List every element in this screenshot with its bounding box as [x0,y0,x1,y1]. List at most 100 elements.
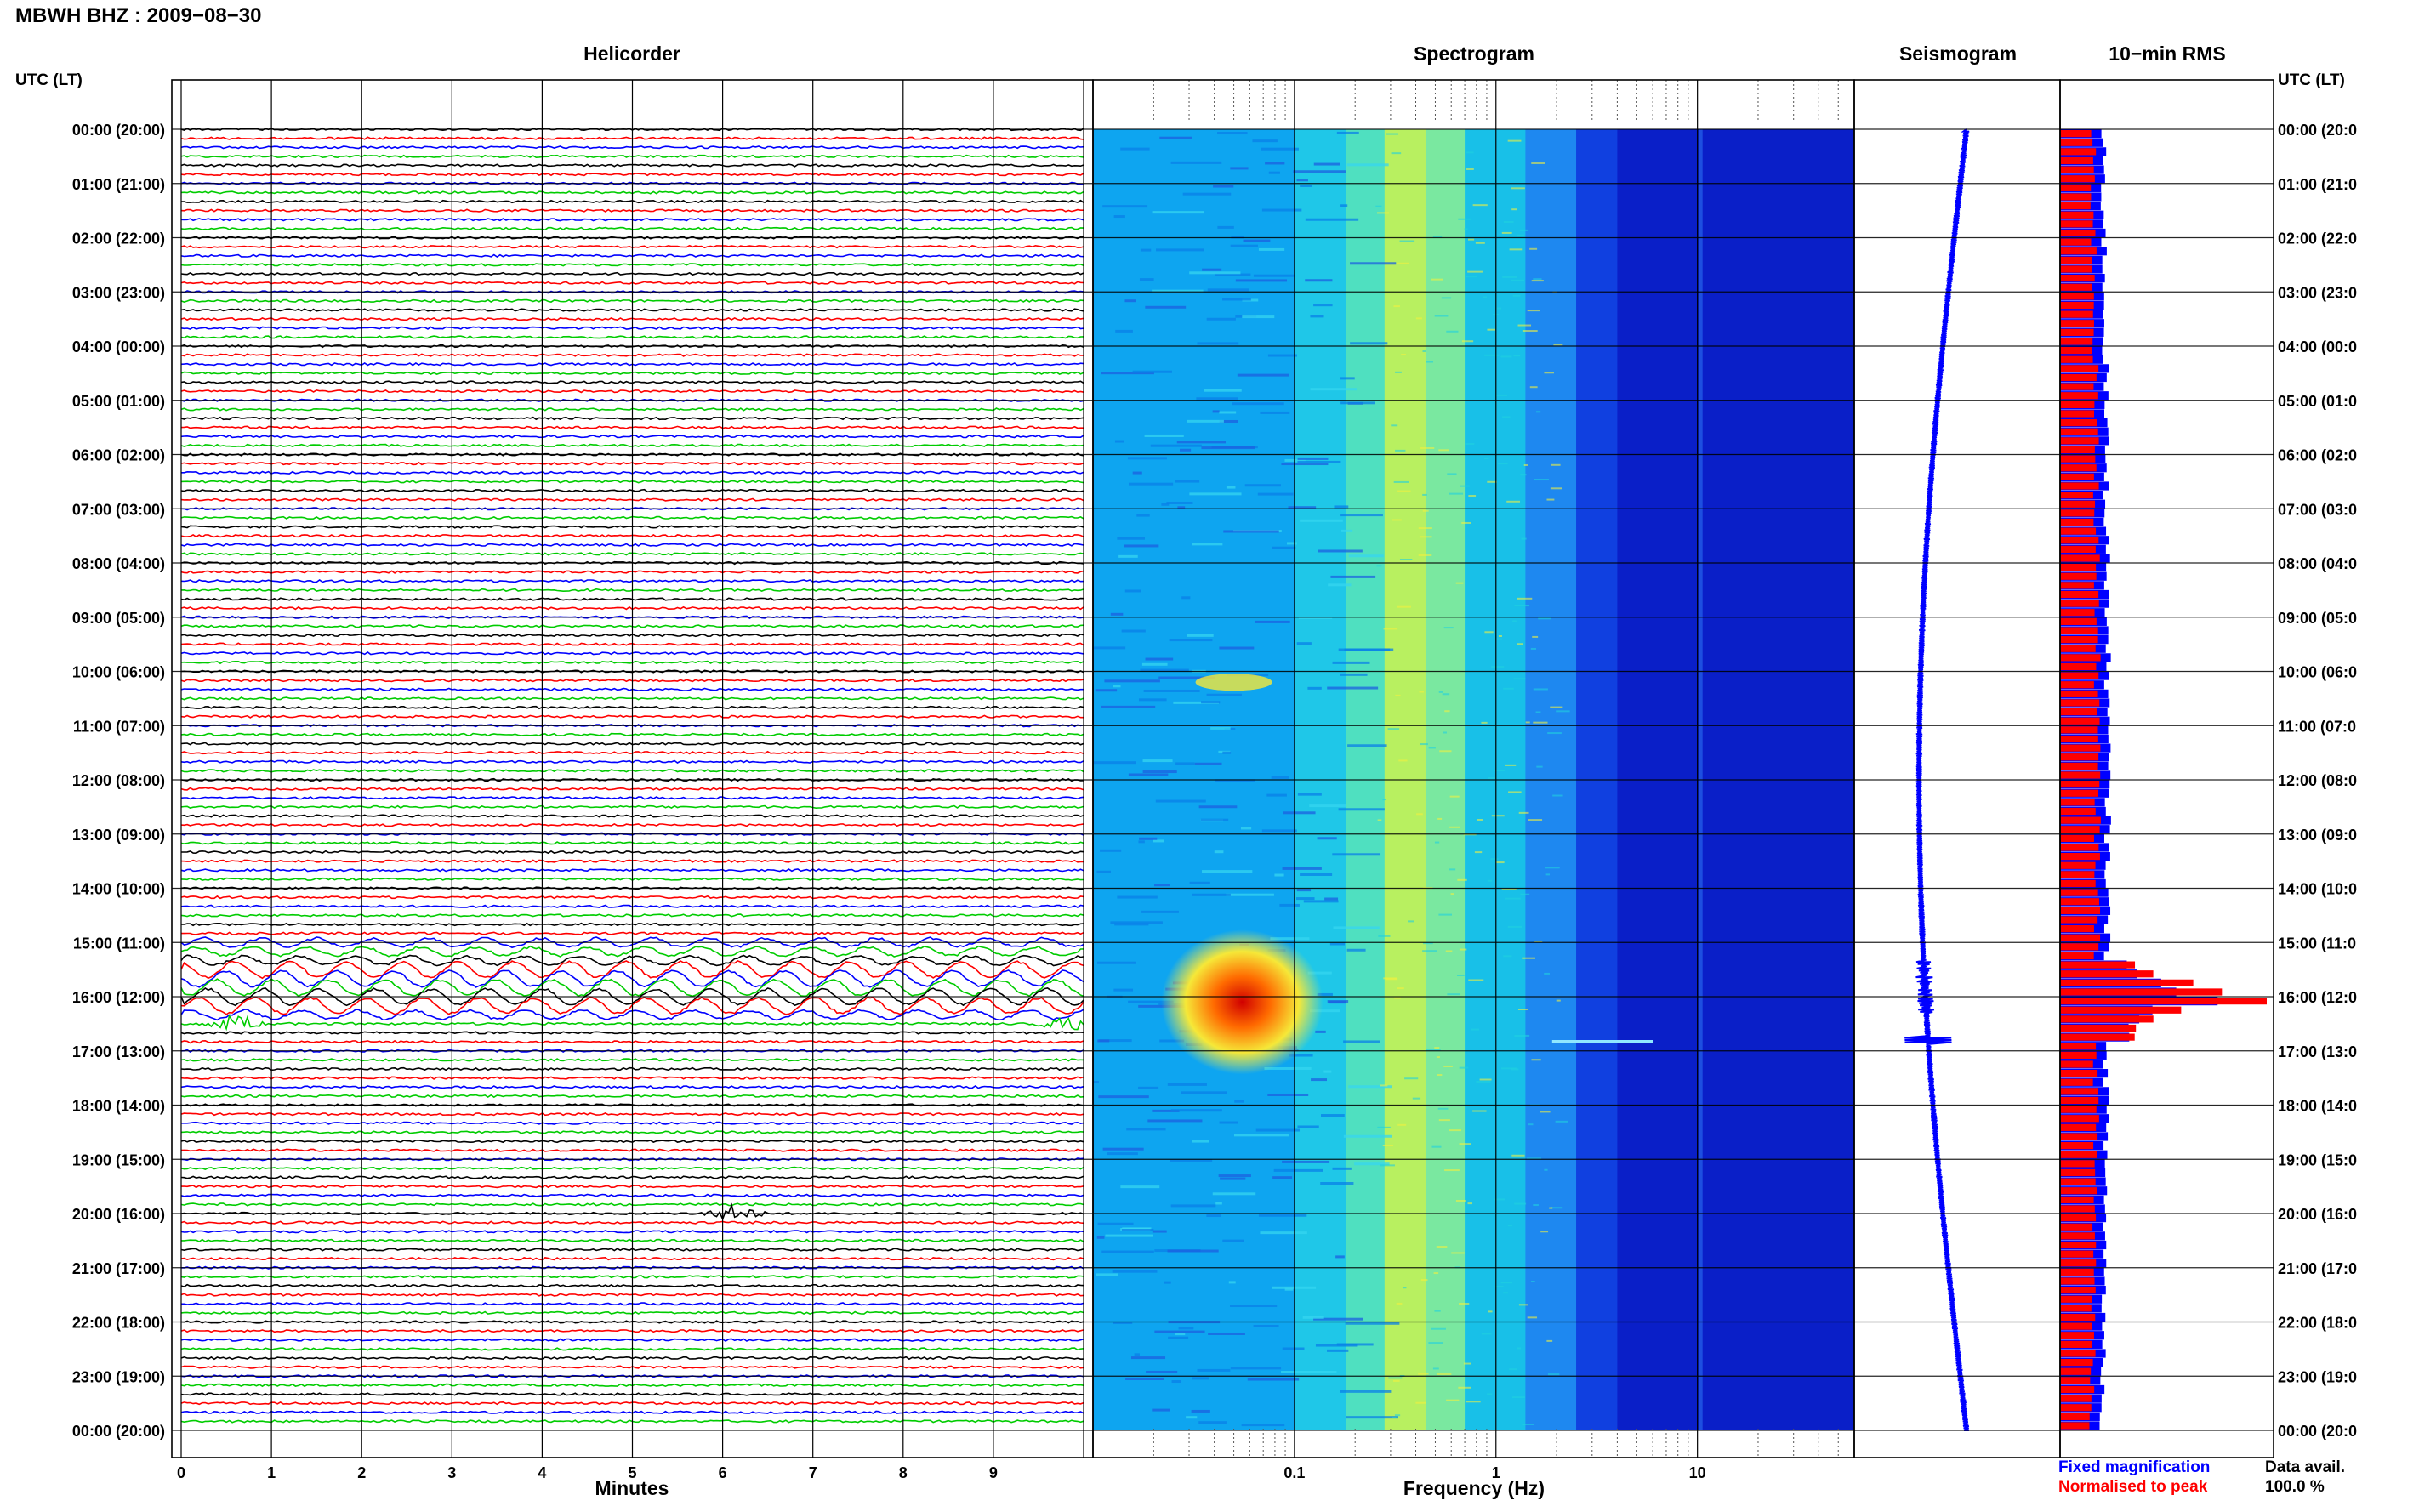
spectrogram-texture [1467,270,1483,273]
spectrogram-texture [1549,1207,1553,1209]
spectrogram-texture [1377,212,1389,214]
spectrogram-texture [1096,1273,1118,1276]
spectrogram-texture [1344,648,1391,651]
row-label-left: 17:00 (13:00) [72,1043,165,1060]
spectrogram-texture [1196,397,1238,401]
spectrogram-texture [1392,1417,1397,1419]
spectrogram-texture [1533,721,1548,724]
spectrogram-texture [1194,762,1222,765]
row-label-left: 10:00 (06:00) [72,664,165,681]
rms-bar-normalised [2060,1151,2097,1158]
rms-bar-normalised [2060,1187,2097,1195]
spectrogram-texture [1544,1168,1548,1171]
spectrogram-texture [1206,1214,1221,1218]
spectrogram-texture [1529,386,1538,389]
spectrogram-texture [1498,635,1502,638]
rms-bar-normalised [2060,383,2094,390]
spectrogram-texture [1531,1280,1535,1282]
row-label-right: 23:00 (19:0 [2278,1368,2357,1385]
spectrogram-texture [1153,884,1170,887]
spectrogram-texture [1388,1377,1403,1379]
spectrogram-texture [1152,1109,1180,1112]
spectrogram-texture [1350,262,1397,265]
spectrogram-texture [1140,668,1189,672]
spectrogram-texture [1531,1059,1541,1061]
spectrogram-texture [1518,1304,1528,1306]
rms-bar-normalised [2060,1295,2092,1303]
rms-bar-normalised [2060,934,2101,941]
spectrogram-texture [1336,131,1359,134]
rms-bar-normalised [2060,1232,2095,1240]
spectrogram-texture [1217,132,1248,135]
spectrogram-texture [1503,221,1514,224]
rms-bar-normalised [2060,156,2093,165]
rms-bar-normalised [2060,492,2093,499]
spectrogram-texture [1281,463,1329,466]
spectrogram-texture [1496,638,1503,640]
rms-bar-normalised [2060,1078,2093,1086]
spectrogram-texture [1380,1164,1395,1167]
spectrogram-texture [1443,627,1454,629]
spectrogram-texture [1282,867,1322,870]
spectrogram-texture [1267,1093,1309,1096]
rms-bar-normalised [2060,844,2099,851]
row-label-left: 01:00 (21:00) [72,176,165,193]
rms-bar-normalised [2060,437,2099,445]
spectrogram-texture [1511,187,1525,190]
spectrogram-texture [1378,935,1391,937]
spectrogram-texture [1208,1332,1245,1335]
spectrogram-texture [1215,779,1255,782]
spectrogram-texture [1323,1070,1332,1073]
spectrogram-texture [1258,1214,1307,1217]
rms-bar-normalised [2060,771,2101,779]
spectrogram-texture [1317,992,1333,996]
spectrogram-texture [1156,248,1204,252]
spectrogram-texture [1433,1272,1439,1275]
rms-bar-normalised [2060,482,2099,490]
spectrogram-texture [1533,688,1548,691]
spectrogram-texture [1097,1039,1110,1043]
rms-bar-normalised [2060,1313,2096,1322]
spectrogram-texture [1212,1192,1256,1196]
spectrogram-texture [1272,1176,1293,1179]
spectrogram-texture [1298,617,1333,620]
spectrogram-texture [1382,799,1386,801]
rms-bar-normalised [2060,275,2095,282]
rms-bar-normalised [2060,139,2093,146]
spectrogram-texture [1517,324,1532,327]
spectrogram-texture [1124,299,1136,303]
rms-bar-normalised [2060,1404,2092,1412]
spectrogram-texture [1297,1125,1319,1128]
spectrogram-texture [1222,751,1232,754]
spectrogram-texture [1282,1160,1330,1163]
spectrogram-texture [1466,276,1477,278]
row-label-right: 21:00 (17:0 [2278,1260,2357,1277]
spectrogram-texture [1332,661,1370,664]
rms-bar-normalised [2060,1340,2092,1348]
rms-bar-normalised [2060,708,2097,716]
spectrogram-texture [1127,457,1167,460]
spectrogram-texture [1317,837,1337,840]
spectrogram-texture [1182,192,1232,196]
spectrogram-texture [1545,873,1551,876]
rms-bar-normalised [2060,645,2096,652]
minute-tick-label: 8 [899,1464,908,1481]
rms-bar-normalised [2060,1350,2096,1357]
axes-and-gridlines [171,79,2274,1458]
spectrogram-texture [1442,693,1450,696]
spectrogram-texture [1432,236,1443,238]
spectrogram-texture [1446,1399,1460,1401]
row-label-left: 18:00 (14:00) [72,1098,165,1115]
spectrogram-texture [1110,921,1163,924]
spectrogram-texture [1449,795,1460,798]
spectrogram-texture [1101,705,1156,708]
spectrogram-texture [1128,482,1174,486]
rms-bar-normalised [2060,518,2094,526]
spectrogram-texture [1536,411,1541,413]
spectrogram-texture [1447,993,1460,996]
spectrogram-texture [1175,1333,1186,1336]
spectrogram-texture [1120,147,1150,151]
spectrogram-texture [1141,910,1179,913]
rms-bar-normalised [2060,509,2095,517]
spectrogram-texture [1538,617,1551,620]
